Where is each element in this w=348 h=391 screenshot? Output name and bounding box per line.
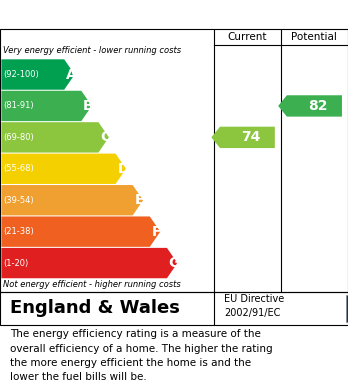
Polygon shape (1, 248, 177, 278)
Text: Very energy efficient - lower running costs: Very energy efficient - lower running co… (3, 47, 181, 56)
Polygon shape (278, 95, 342, 117)
Polygon shape (1, 122, 109, 152)
Text: (92-100): (92-100) (3, 70, 39, 79)
Text: England & Wales: England & Wales (10, 300, 180, 317)
Text: (39-54): (39-54) (3, 196, 34, 205)
Text: Not energy efficient - higher running costs: Not energy efficient - higher running co… (3, 280, 181, 289)
Text: E: E (134, 193, 144, 207)
Text: G: G (169, 256, 180, 270)
Polygon shape (1, 59, 74, 90)
Polygon shape (1, 185, 143, 215)
Text: (55-68): (55-68) (3, 164, 34, 173)
Text: A: A (66, 68, 77, 81)
Polygon shape (1, 91, 92, 121)
Polygon shape (1, 154, 126, 184)
Text: (81-91): (81-91) (3, 101, 34, 110)
Text: 82: 82 (308, 99, 328, 113)
Text: (1-20): (1-20) (3, 258, 29, 267)
Text: (21-38): (21-38) (3, 227, 34, 236)
Text: Energy Efficiency Rating: Energy Efficiency Rating (60, 5, 288, 24)
Text: D: D (117, 162, 129, 176)
Text: Potential: Potential (292, 32, 337, 42)
Text: (69-80): (69-80) (3, 133, 34, 142)
Bar (346, 295, 348, 322)
Polygon shape (1, 217, 160, 247)
Text: Current: Current (228, 32, 267, 42)
Text: 74: 74 (241, 130, 261, 144)
Text: C: C (100, 130, 110, 144)
Text: EU Directive
2002/91/EC: EU Directive 2002/91/EC (224, 294, 285, 317)
Text: B: B (83, 99, 94, 113)
Polygon shape (211, 127, 275, 148)
Text: The energy efficiency rating is a measure of the
overall efficiency of a home. T: The energy efficiency rating is a measur… (10, 329, 273, 382)
Text: F: F (152, 225, 161, 239)
